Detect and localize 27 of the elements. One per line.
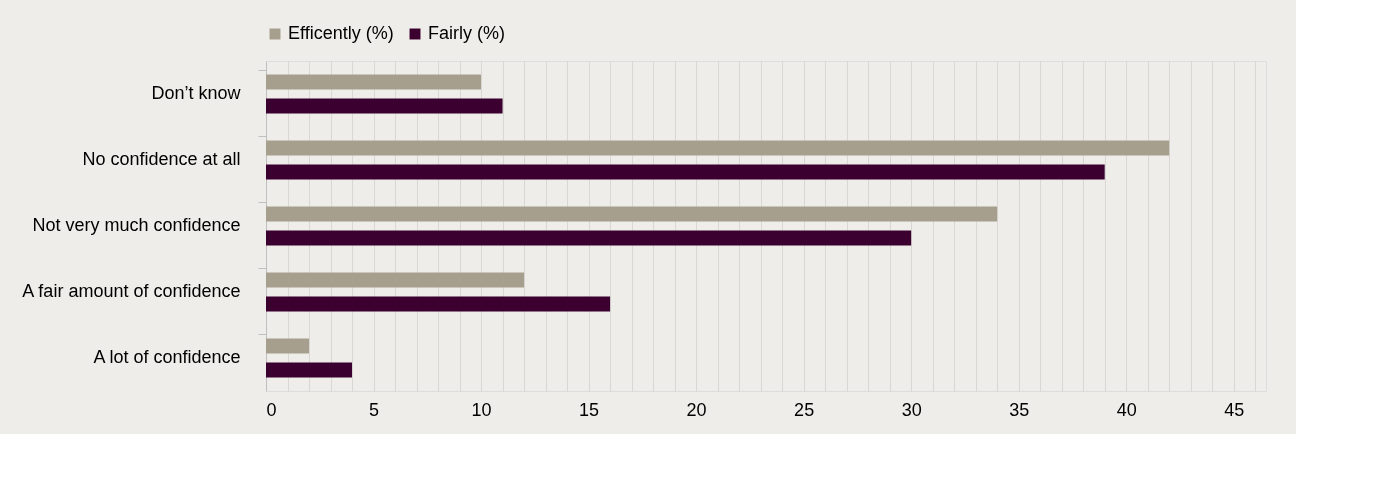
bar	[266, 98, 503, 114]
bar	[266, 164, 1105, 180]
bar	[266, 338, 310, 354]
y-tick-label: A fair amount of confidence	[22, 281, 241, 301]
x-tick-label: 15	[579, 399, 600, 420]
x-tick-label: 20	[686, 399, 707, 420]
x-tick-label: 30	[901, 399, 922, 420]
bar	[266, 272, 525, 288]
bar	[266, 206, 998, 222]
x-tick-label: 35	[1009, 399, 1030, 420]
y-tick-label: A lot of confidence	[93, 347, 241, 367]
bar	[266, 74, 482, 90]
x-tick-label: 45	[1224, 399, 1245, 420]
legend-label: Fairly (%)	[428, 23, 505, 43]
x-tick-label: 10	[471, 399, 492, 420]
bar	[266, 362, 353, 378]
x-tick-label: 0	[266, 399, 277, 420]
bar	[266, 140, 1170, 156]
x-tick-label: 25	[794, 399, 815, 420]
x-tick-label: 40	[1116, 399, 1137, 420]
y-tick-label: No confidence at all	[82, 149, 241, 169]
y-tick-label: Not very much confidence	[32, 215, 241, 235]
y-tick-label: Don’t know	[151, 83, 242, 103]
x-tick-label: 5	[369, 399, 380, 420]
legend-label: Efficently (%)	[288, 23, 394, 43]
bar	[266, 230, 912, 246]
bar	[266, 296, 611, 312]
